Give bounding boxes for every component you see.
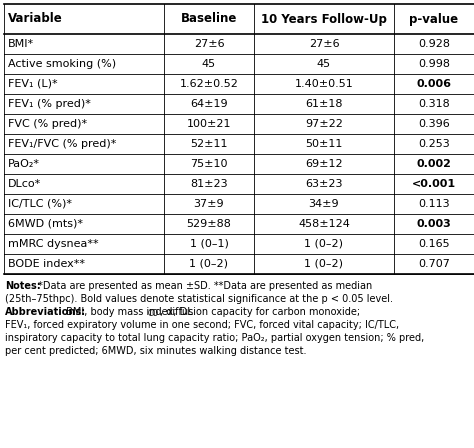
- Text: 50±11: 50±11: [305, 139, 343, 149]
- Text: Baseline: Baseline: [181, 13, 237, 26]
- Text: 1.40±0.51: 1.40±0.51: [295, 79, 354, 89]
- Text: 0.003: 0.003: [417, 219, 451, 229]
- Text: Active smoking (%): Active smoking (%): [8, 59, 116, 69]
- Text: Variable: Variable: [8, 13, 63, 26]
- Text: 0.165: 0.165: [418, 239, 450, 249]
- Text: *Data are presented as mean ±SD. **Data are presented as median: *Data are presented as mean ±SD. **Data …: [35, 281, 372, 291]
- Text: 45: 45: [317, 59, 331, 69]
- Text: 1 (0–1): 1 (0–1): [190, 239, 228, 249]
- Text: 0.002: 0.002: [417, 159, 451, 169]
- Text: CO: CO: [148, 309, 159, 318]
- Text: 0.928: 0.928: [418, 39, 450, 49]
- Text: 27±6: 27±6: [194, 39, 224, 49]
- Text: 1.62±0.52: 1.62±0.52: [180, 79, 238, 89]
- Text: , diffusion capacity for carbon monoxide;: , diffusion capacity for carbon monoxide…: [160, 307, 360, 317]
- Text: Abbreviations:: Abbreviations:: [5, 307, 86, 317]
- Text: BMI, body mass index; DL: BMI, body mass index; DL: [63, 307, 193, 317]
- Text: (25th–75thpc). Bold values denote statistical significance at the p < 0.05 level: (25th–75thpc). Bold values denote statis…: [5, 294, 393, 304]
- Text: FEV₁/FVC (% pred)*: FEV₁/FVC (% pred)*: [8, 139, 117, 149]
- Text: BMI*: BMI*: [8, 39, 34, 49]
- Text: 27±6: 27±6: [309, 39, 339, 49]
- Text: 458±124: 458±124: [298, 219, 350, 229]
- Text: 45: 45: [202, 59, 216, 69]
- Text: IC/TLC (%)*: IC/TLC (%)*: [8, 199, 72, 209]
- Text: DLco*: DLco*: [8, 179, 41, 189]
- Text: per cent predicted; 6MWD, six minutes walking distance test.: per cent predicted; 6MWD, six minutes wa…: [5, 346, 307, 356]
- Text: 0.396: 0.396: [418, 119, 450, 129]
- Text: 0.113: 0.113: [418, 199, 450, 209]
- Text: 10 Years Follow-Up: 10 Years Follow-Up: [261, 13, 387, 26]
- Text: 61±18: 61±18: [305, 99, 343, 109]
- Text: 1 (0–2): 1 (0–2): [304, 239, 344, 249]
- Text: BODE index**: BODE index**: [8, 259, 85, 269]
- Text: 64±19: 64±19: [190, 99, 228, 109]
- Text: 0.707: 0.707: [418, 259, 450, 269]
- Text: FEV₁ (% pred)*: FEV₁ (% pred)*: [8, 99, 91, 109]
- Text: inspiratory capacity to total lung capacity ratio; PaO₂, partial oxygen tension;: inspiratory capacity to total lung capac…: [5, 333, 424, 343]
- Text: PaO₂*: PaO₂*: [8, 159, 40, 169]
- Text: 0.318: 0.318: [418, 99, 450, 109]
- Text: 1 (0–2): 1 (0–2): [190, 259, 228, 269]
- Text: FEV₁ (L)*: FEV₁ (L)*: [8, 79, 58, 89]
- Text: 75±10: 75±10: [190, 159, 228, 169]
- Text: FVC (% pred)*: FVC (% pred)*: [8, 119, 87, 129]
- Text: 34±9: 34±9: [309, 199, 339, 209]
- Text: 0.006: 0.006: [417, 79, 452, 89]
- Text: 37±9: 37±9: [194, 199, 224, 209]
- Text: <0.001: <0.001: [412, 179, 456, 189]
- Text: mMRC dysnea**: mMRC dysnea**: [8, 239, 99, 249]
- Text: Notes:: Notes:: [5, 281, 41, 291]
- Text: 6MWD (mts)*: 6MWD (mts)*: [8, 219, 83, 229]
- Text: 52±11: 52±11: [190, 139, 228, 149]
- Text: 69±12: 69±12: [305, 159, 343, 169]
- Text: 0.253: 0.253: [418, 139, 450, 149]
- Text: 100±21: 100±21: [187, 119, 231, 129]
- Text: 0.998: 0.998: [418, 59, 450, 69]
- Text: 529±88: 529±88: [187, 219, 231, 229]
- Text: 81±23: 81±23: [190, 179, 228, 189]
- Text: p-value: p-value: [410, 13, 458, 26]
- Text: 63±23: 63±23: [305, 179, 343, 189]
- Text: 1 (0–2): 1 (0–2): [304, 259, 344, 269]
- Text: FEV₁, forced expiratory volume in one second; FVC, forced vital capacity; IC/TLC: FEV₁, forced expiratory volume in one se…: [5, 320, 399, 330]
- Text: 97±22: 97±22: [305, 119, 343, 129]
